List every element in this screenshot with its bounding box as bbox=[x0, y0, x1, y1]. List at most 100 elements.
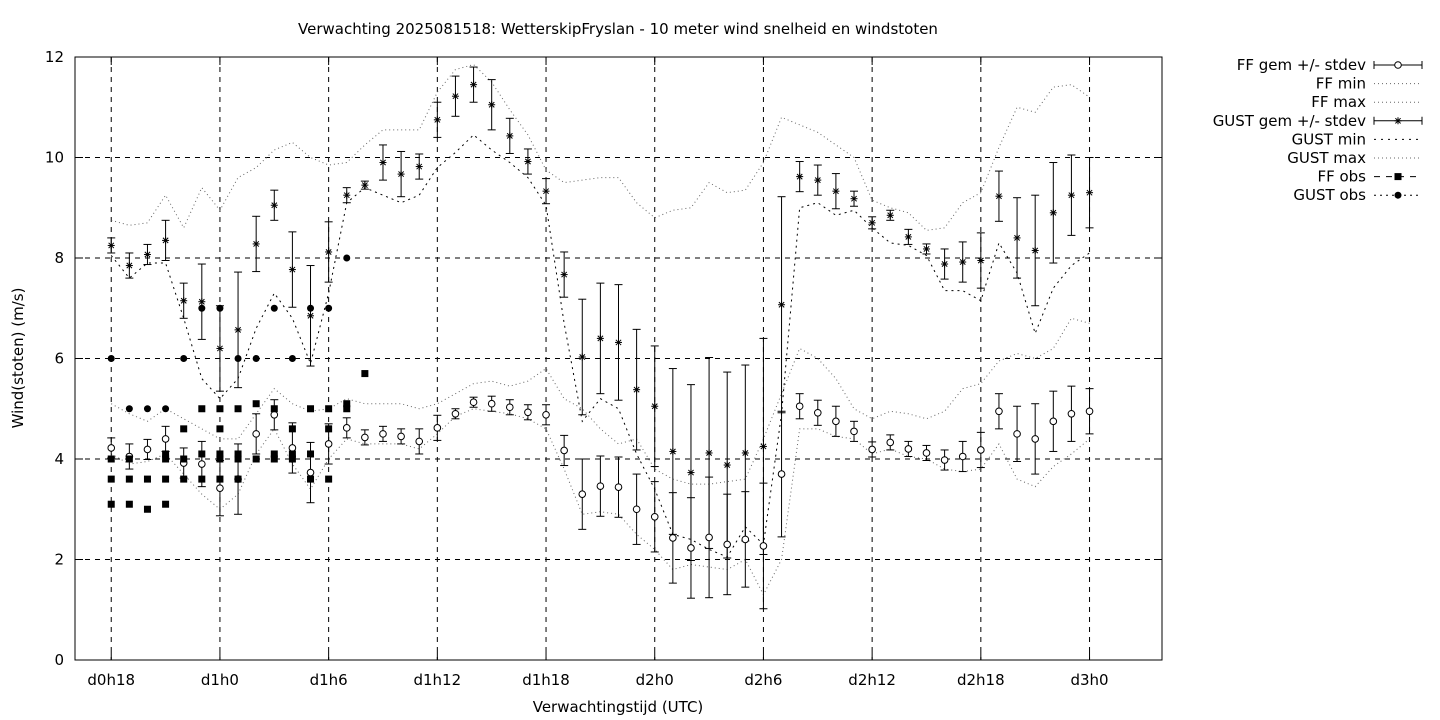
gust-obs-point bbox=[143, 405, 151, 413]
gust-mean-point bbox=[868, 219, 876, 227]
ff-obs-point bbox=[125, 455, 133, 463]
y-axis-label: Wind(stoten) (m/s) bbox=[9, 288, 27, 429]
ff-obs-point bbox=[162, 450, 170, 458]
gust-mean-point bbox=[687, 469, 695, 477]
legend-marker bbox=[1394, 61, 1402, 69]
gust-mean-point bbox=[1013, 234, 1021, 242]
ff-mean-point bbox=[1031, 435, 1039, 443]
gust-mean-point bbox=[524, 158, 532, 166]
legend-entry: GUST obs bbox=[1293, 186, 1422, 204]
ff-mean-point bbox=[904, 445, 913, 453]
ff-mean-point bbox=[632, 505, 641, 514]
gust-mean-point bbox=[778, 301, 786, 309]
gust-obs-point bbox=[107, 355, 115, 362]
gust-mean-point bbox=[850, 195, 858, 203]
x-tick-label: d1h12 bbox=[413, 671, 461, 689]
legend-label: GUST min bbox=[1292, 130, 1366, 148]
gust-mean-point bbox=[1049, 209, 1057, 217]
gust-mean-point bbox=[506, 132, 514, 140]
ff-mean-point bbox=[705, 533, 713, 542]
ff-obs-point bbox=[234, 475, 242, 483]
ff-obs-point bbox=[252, 455, 260, 463]
x-tick-label: d2h6 bbox=[744, 671, 782, 689]
ff-mean-point bbox=[868, 445, 876, 454]
gust-mean-point bbox=[343, 191, 351, 199]
ff-obs-point bbox=[361, 370, 369, 378]
ff-mean-point bbox=[306, 468, 315, 477]
ff-mean-point bbox=[542, 410, 550, 419]
x-tick-label: d1h0 bbox=[201, 671, 239, 689]
y-tick-label: 12 bbox=[45, 48, 64, 66]
ff-obs-point bbox=[252, 400, 260, 408]
x-tick-label: d2h18 bbox=[957, 671, 1005, 689]
ff-obs-point bbox=[125, 500, 133, 508]
ff-obs-point bbox=[234, 405, 242, 413]
ff-obs-point bbox=[143, 475, 151, 483]
ff-obs-point bbox=[198, 405, 206, 413]
legend-label: GUST gem +/- stdev bbox=[1213, 112, 1366, 130]
ff-mean-point bbox=[379, 430, 387, 438]
ff-mean-point bbox=[922, 449, 931, 457]
gust-mean-point bbox=[759, 442, 767, 450]
gust-mean-point bbox=[886, 211, 894, 219]
gust-obs-point bbox=[162, 405, 170, 413]
ff-mean-point bbox=[650, 512, 659, 521]
ff-obs-point bbox=[288, 425, 296, 433]
ff-obs-point bbox=[234, 455, 242, 463]
y-tick-label: 2 bbox=[54, 551, 64, 569]
gust-mean-point bbox=[433, 116, 441, 124]
ff-mean-point bbox=[288, 444, 297, 452]
ff-mean-point bbox=[252, 430, 260, 438]
gust-mean-point bbox=[488, 101, 496, 109]
x-tick-label: d1h6 bbox=[310, 671, 348, 689]
ff-mean-point bbox=[469, 398, 478, 407]
ff-obs-point bbox=[325, 425, 333, 433]
ff-obs-point bbox=[180, 455, 188, 463]
ff-mean-point bbox=[560, 446, 568, 455]
gust-mean-point bbox=[361, 181, 369, 189]
ff-mean-point bbox=[506, 403, 514, 412]
gust-mean-point bbox=[615, 338, 622, 346]
ff-mean-point bbox=[1013, 430, 1021, 438]
gust-mean-point bbox=[143, 250, 151, 258]
ff-obs-point bbox=[234, 450, 242, 458]
ff-obs-point bbox=[307, 475, 315, 483]
gust-mean-point bbox=[705, 449, 713, 457]
ff-mean-point bbox=[1085, 407, 1094, 416]
gust-mean-point bbox=[1031, 246, 1039, 254]
legend-entry: FF gem +/- stdev bbox=[1237, 56, 1423, 74]
ff-obs-point bbox=[216, 475, 224, 483]
gust-obs-point bbox=[325, 304, 333, 312]
gust-mean-point bbox=[307, 312, 315, 320]
ff-mean-point bbox=[596, 482, 605, 490]
ff-mean-point bbox=[759, 542, 768, 550]
gust-mean-point bbox=[832, 187, 840, 195]
gust-mean-point bbox=[596, 334, 604, 342]
ff-mean-point bbox=[161, 435, 170, 443]
gust-mean-point bbox=[1067, 191, 1075, 199]
legend-entry: GUST gem +/- stdev bbox=[1213, 112, 1423, 130]
ff-mean-point bbox=[198, 460, 206, 468]
gust-mean-point bbox=[941, 260, 949, 268]
gust-obs-point bbox=[252, 355, 260, 362]
gust-mean-point bbox=[741, 449, 749, 457]
ff-max-line bbox=[110, 317, 1090, 485]
legend-entry: GUST max bbox=[1287, 149, 1422, 167]
legend-marker bbox=[1394, 191, 1402, 199]
ff-mean-point bbox=[487, 399, 496, 408]
ff-mean-point bbox=[415, 437, 424, 446]
ff-obs-point bbox=[343, 400, 351, 408]
gust-mean-point bbox=[669, 447, 677, 455]
x-tick-label: d1h18 bbox=[522, 671, 570, 689]
ff-mean-point bbox=[107, 444, 116, 452]
legend-label: FF obs bbox=[1317, 168, 1366, 186]
legend-label: FF max bbox=[1311, 93, 1366, 111]
gust-mean-point bbox=[542, 187, 550, 195]
ff-mean-point bbox=[940, 456, 949, 464]
ff-obs-point bbox=[143, 505, 151, 513]
ff-mean-point bbox=[687, 544, 695, 552]
ff-mean-point bbox=[741, 535, 750, 544]
gust-max-line bbox=[111, 63, 1090, 231]
gust-mean-point bbox=[470, 81, 478, 89]
